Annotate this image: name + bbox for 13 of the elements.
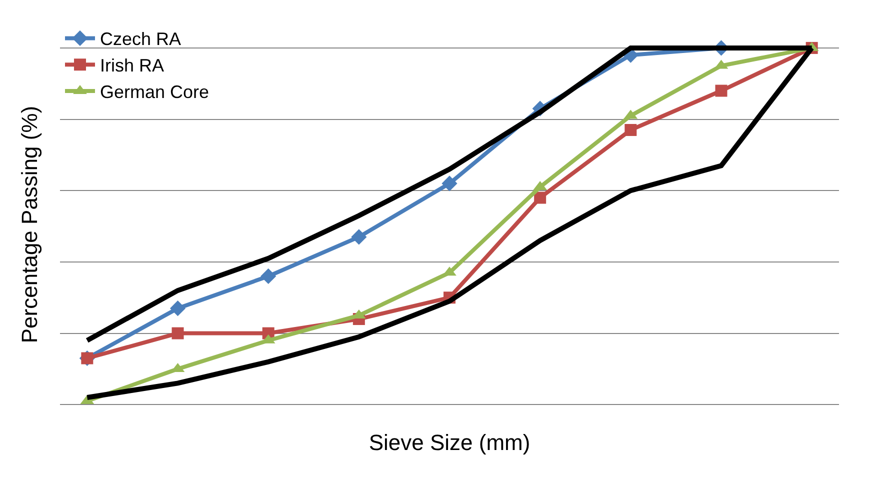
point: [442, 176, 458, 192]
point: [170, 300, 186, 316]
y-axis-title: Percentage Passing (%): [16, 106, 42, 344]
point: [351, 229, 367, 245]
legend-label: German Core: [100, 82, 210, 102]
point: [624, 124, 637, 136]
point: [172, 327, 184, 340]
legend-label: Czech RA: [100, 29, 182, 50]
point: [715, 84, 728, 97]
point: [260, 268, 276, 284]
legend-label: Irish RA: [100, 56, 164, 76]
point: [534, 192, 546, 204]
x-axis-title: Sieve Size (mm): [368, 430, 530, 455]
